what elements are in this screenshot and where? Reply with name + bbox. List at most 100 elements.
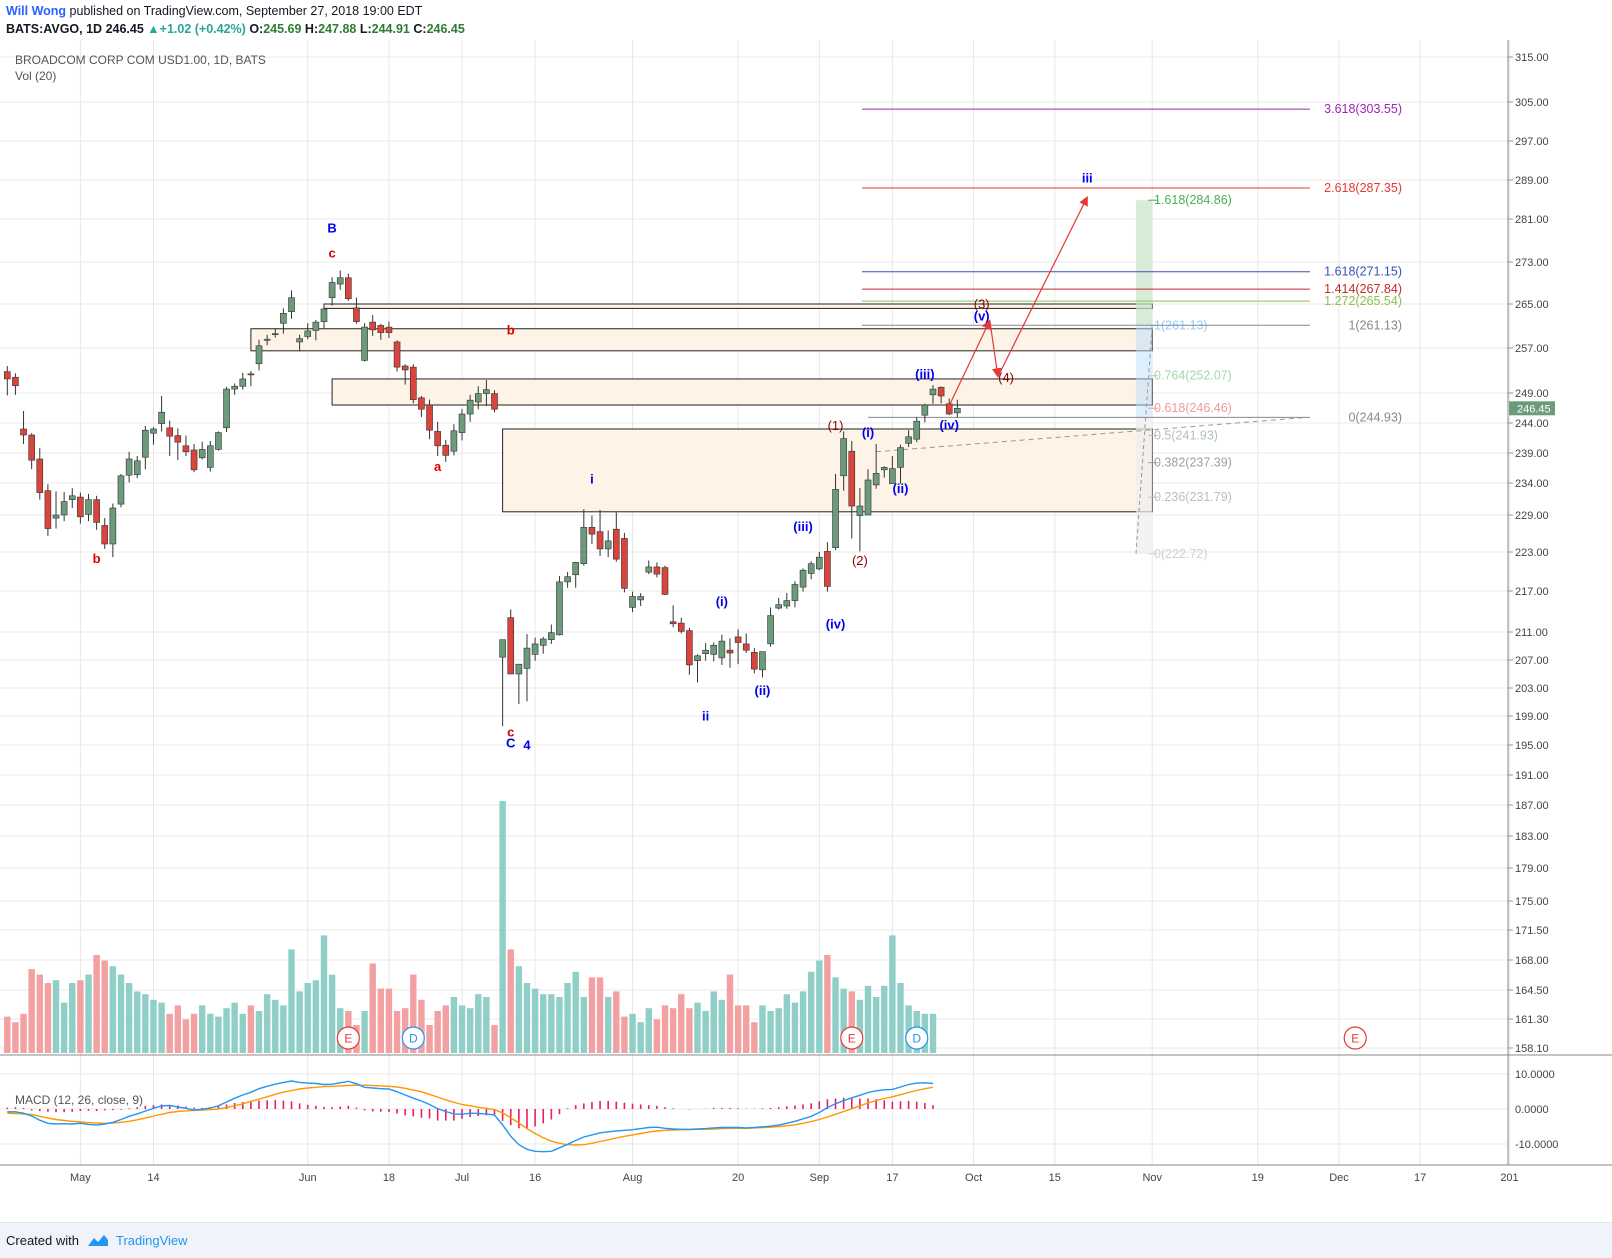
volume-bar — [564, 983, 571, 1053]
wave-label: i — [590, 472, 594, 487]
volume-bar — [686, 1008, 693, 1053]
author-name[interactable]: Will Wong — [6, 4, 67, 18]
candle-body — [304, 330, 312, 337]
macd-tick-label: -10.0000 — [1515, 1139, 1558, 1151]
fib-retracement-label: 0.764(252.07) — [1154, 369, 1232, 383]
volume-bar — [548, 994, 555, 1053]
wave-label: (2) — [852, 553, 868, 568]
volume-bar — [710, 991, 717, 1053]
volume-bar — [28, 969, 35, 1053]
candle-body — [872, 473, 880, 486]
price-tick-label: 234.00 — [1515, 478, 1549, 490]
candle-body — [345, 277, 352, 300]
close-value: 246.45 — [426, 22, 465, 36]
price-chart[interactable]: 1.618(284.86) 1(261.13) 0.764(252.07) 0.618… — [0, 0, 1612, 1222]
tradingview-link[interactable]: TradingView — [116, 1233, 188, 1248]
candle-body — [174, 435, 182, 443]
candle-body — [125, 458, 133, 476]
volume-bar — [109, 966, 117, 1053]
candle-body — [548, 632, 555, 641]
chart-title: BROADCOM CORP COM USD1.00, 1D, BATS — [15, 53, 266, 67]
volume-bar — [661, 1005, 669, 1053]
projection-arrow — [989, 320, 1002, 378]
dividend-marker-label: D — [409, 1032, 418, 1046]
candle-body — [150, 428, 157, 434]
candle-body — [507, 617, 515, 675]
wave-label: iii — [1082, 170, 1093, 185]
wave-label: 4 — [523, 738, 531, 753]
candle-body — [767, 615, 774, 645]
volume-bar — [434, 1011, 441, 1053]
candle-body — [198, 449, 206, 459]
tradingview-logo-icon[interactable] — [86, 1232, 110, 1248]
candle-body — [320, 308, 328, 322]
fib-retracement-label: 0.236(231.79) — [1154, 490, 1232, 504]
price-tick-label: 175.00 — [1515, 896, 1549, 908]
price-tick-label: 265.00 — [1515, 299, 1549, 311]
candle-body — [564, 576, 571, 583]
price-tick-label: 305.00 — [1515, 97, 1549, 109]
price-tick-label: 199.00 — [1515, 711, 1549, 723]
time-tick-label: Sep — [810, 1172, 830, 1184]
wave-label: ii — [702, 708, 709, 723]
volume-bar — [166, 1013, 173, 1053]
candle-body — [491, 393, 498, 410]
candle-body — [44, 490, 52, 529]
wave-label: (4) — [998, 370, 1014, 385]
price-tick-label: 183.00 — [1515, 831, 1549, 843]
volume-bar — [369, 963, 376, 1053]
fib-extension-label: 1.618(271.15) — [1324, 265, 1402, 279]
volume-bar — [929, 1013, 937, 1053]
candle-body — [710, 644, 718, 655]
dividend-marker-label: D — [912, 1032, 921, 1046]
candle-body — [629, 596, 636, 608]
price-tick-label: 195.00 — [1515, 740, 1549, 752]
volume-bar — [759, 1005, 766, 1053]
volume-bar — [743, 1005, 750, 1053]
candle-body — [93, 499, 100, 523]
candle-body — [418, 397, 425, 410]
candle-body — [945, 403, 953, 415]
candle-body — [572, 562, 580, 576]
volume-bar — [198, 1005, 206, 1053]
candle-body — [223, 388, 230, 429]
candle-body — [36, 458, 44, 493]
wave-label: (iv) — [939, 418, 959, 433]
candle-body — [4, 371, 11, 380]
time-tick-label: Oct — [965, 1172, 982, 1184]
price-tick-label: 158.10 — [1515, 1043, 1549, 1055]
candle-body — [474, 393, 482, 403]
volume-bar — [580, 997, 588, 1053]
volume-bar — [645, 1008, 652, 1053]
price-tick-label: 179.00 — [1515, 863, 1549, 875]
volume-bar — [101, 960, 108, 1053]
time-tick-label: 15 — [1049, 1172, 1061, 1184]
price-tick-label: 297.00 — [1515, 136, 1549, 148]
last-price-label: 246.45 — [1517, 403, 1551, 415]
volume-bar — [442, 1005, 449, 1053]
candle-body — [12, 376, 19, 386]
candle-body — [239, 378, 247, 387]
publish-info: Will Wong published on TradingView.com, … — [6, 4, 422, 18]
volume-bar — [848, 991, 855, 1053]
volume-bar — [280, 1005, 287, 1053]
symbol-line: BATS:AVGO, 1D — [6, 22, 103, 36]
candle-body — [20, 428, 27, 436]
volume-bar — [604, 997, 612, 1053]
open-value: 245.69 — [263, 22, 302, 36]
volume-bar — [832, 977, 839, 1053]
candle-body — [921, 404, 929, 416]
candle-body — [68, 495, 76, 500]
wave-label: (i) — [862, 425, 874, 440]
volume-bar — [190, 1013, 198, 1053]
candle-body — [166, 427, 173, 437]
candle-body — [280, 313, 287, 324]
price-tick-label: 315.00 — [1515, 52, 1549, 64]
candle-body — [653, 566, 661, 575]
price-tick-label: 164.50 — [1515, 985, 1549, 997]
volume-bar — [44, 983, 52, 1053]
candle-body — [263, 338, 271, 341]
volume-bar — [775, 1008, 782, 1053]
price-tick-label: 289.00 — [1515, 175, 1549, 187]
volume-bar — [799, 991, 807, 1053]
